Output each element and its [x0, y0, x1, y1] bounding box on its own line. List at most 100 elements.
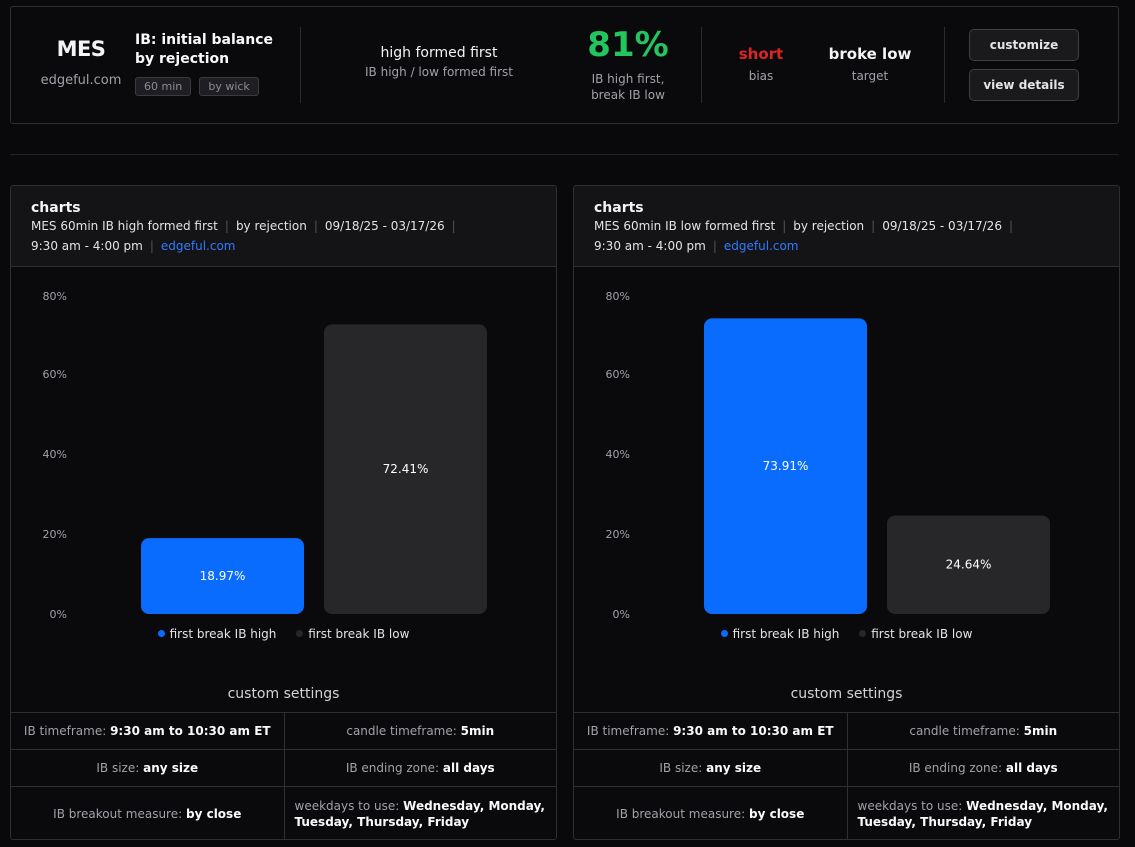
setting-ib-size: IB size: any size — [96, 761, 199, 775]
y-tick-label: 80% — [42, 290, 67, 303]
legend-label: first break IB high — [732, 627, 840, 641]
target-value: broke low — [828, 45, 912, 63]
subtitle-link[interactable]: edgeful.com — [160, 239, 236, 253]
legend-dot-icon — [859, 630, 867, 637]
bar-chart: 18.97% 72.41% — [141, 324, 487, 614]
panel-subtitle: MES 60min IB high formed first | by reject… — [31, 219, 456, 233]
setting-ending-zone: IB ending zone: all days — [283, 750, 557, 786]
bar-first-break-ib-high[interactable] — [141, 538, 304, 614]
subtitle-main: MES 60min IB high formed first — [31, 219, 218, 233]
summary-card: MES edgeful.com IB: initial balance by r… — [10, 6, 1119, 124]
bar-value-label: 18.97% — [200, 569, 246, 583]
panel-header: charts MES 60min IB low formed first | by … — [574, 186, 1119, 267]
section-divider — [10, 154, 1119, 155]
y-tick-label: 40% — [42, 448, 67, 461]
settings-row: IB size: any size IB ending zone: all da… — [574, 750, 1119, 787]
divider — [944, 27, 945, 103]
probability-block: 81% IB high first, break IB low — [561, 25, 695, 103]
bar-first-break-ib-low[interactable] — [887, 515, 1050, 614]
settings-row: IB timeframe: 9:30 am to 10:30 am ET can… — [11, 713, 556, 750]
timeframe-chip: 60 min — [135, 77, 192, 96]
y-tick-label: 60% — [605, 368, 630, 381]
setting-ib-timeframe: IB timeframe: 9:30 am to 10:30 am ET — [23, 724, 271, 738]
setting-weekdays: weekdays to use: Wednesday, Monday, Tues… — [846, 787, 1120, 839]
legend-dot-icon — [157, 630, 165, 637]
chart-panel-high-first: charts MES 60min IB high formed first | by… — [10, 185, 557, 840]
y-tick-label: 60% — [42, 368, 67, 381]
report-title-line2: by rejection — [135, 51, 230, 67]
setting-ib-timeframe: IB timeframe: 9:30 am to 10:30 am ET — [586, 724, 834, 738]
custom-settings-title: custom settings — [790, 686, 903, 702]
report-title-line1: IB: initial balance — [135, 32, 274, 48]
legend-dot-icon — [720, 630, 728, 637]
legend-item-low[interactable]: first break IB low — [296, 627, 409, 641]
symbol: MES — [56, 37, 106, 61]
setting-ending-zone: IB ending zone: all days — [846, 750, 1120, 786]
y-tick-label: 20% — [605, 528, 630, 541]
legend-item-high[interactable]: first break IB high — [157, 627, 277, 641]
y-tick-label: 40% — [605, 448, 630, 461]
subtitle-main: MES 60min IB low formed first — [594, 219, 776, 233]
bar-value-label: 24.64% — [946, 558, 992, 572]
bias-value: short — [738, 45, 784, 63]
chart-legend: first break IB high first break IB low — [574, 627, 1119, 641]
y-tick-label: 0% — [612, 608, 630, 621]
setting-ib-size: IB size: any size — [659, 761, 762, 775]
bar-first-break-ib-low[interactable] — [324, 324, 487, 614]
settings-row: IB timeframe: 9:30 am to 10:30 am ET can… — [574, 713, 1119, 750]
setting-breakout-measure: IB breakout measure: by close — [616, 807, 805, 821]
settings-grid: IB timeframe: 9:30 am to 10:30 am ET can… — [11, 712, 557, 839]
legend-label: first break IB low — [308, 627, 410, 641]
divider — [701, 27, 702, 103]
symbol-block: MES edgeful.com — [33, 37, 129, 88]
legend-item-high[interactable]: first break IB high — [720, 627, 840, 641]
scenario-title: high formed first — [380, 45, 498, 61]
chart-legend: first break IB high first break IB low — [11, 627, 556, 641]
settings-grid: IB timeframe: 9:30 am to 10:30 am ET can… — [574, 712, 1120, 839]
view-details-button[interactable]: view details — [969, 69, 1079, 101]
legend-dot-icon — [296, 630, 304, 637]
report-title-block: IB: initial balance by rejection 60 min … — [135, 31, 273, 96]
panel-subtitle-line2: 9:30 am - 4:00 pm | edgeful.com — [594, 239, 799, 253]
bias-block: short bias — [721, 45, 801, 83]
panel-subtitle: MES 60min IB low formed first | by rejecti… — [594, 219, 1013, 233]
legend-label: first break IB high — [169, 627, 277, 641]
subtitle-hours: 9:30 am - 4:00 pm — [31, 239, 143, 253]
scenario-block: high formed first IB high / low formed f… — [329, 45, 549, 79]
subtitle-by: by rejection — [793, 219, 865, 233]
panel-title: charts — [594, 200, 644, 216]
subtitle-by: by rejection — [235, 219, 307, 233]
settings-row: IB size: any size IB ending zone: all da… — [11, 750, 556, 787]
y-tick-label: 0% — [49, 608, 67, 621]
target-label: target — [851, 69, 889, 83]
settings-row: IB breakout measure: by close weekdays t… — [574, 787, 1120, 839]
divider — [300, 27, 301, 103]
probability-sub2: break IB low — [591, 88, 665, 102]
target-block: broke low target — [811, 45, 929, 83]
settings-row: IB breakout measure: by close weekdays t… — [11, 787, 557, 839]
subtitle-link[interactable]: edgeful.com — [723, 239, 799, 253]
legend-item-low[interactable]: first break IB low — [859, 627, 972, 641]
probability-sub1: IB high first, — [591, 72, 665, 86]
site-name: edgeful.com — [40, 73, 122, 88]
setting-breakout-measure: IB breakout measure: by close — [53, 807, 242, 821]
y-tick-label: 80% — [605, 290, 630, 303]
bar-chart: 73.91% 24.64% — [704, 318, 1050, 614]
setting-weekdays: weekdays to use: Wednesday, Monday, Tues… — [283, 787, 557, 839]
subtitle-dates: 09/18/25 - 03/17/26 — [882, 219, 1002, 233]
bar-first-break-ib-high[interactable] — [704, 318, 867, 614]
custom-settings-title: custom settings — [227, 686, 340, 702]
chart-panel-low-first: charts MES 60min IB low formed first | by … — [573, 185, 1120, 840]
panel-title: charts — [31, 200, 81, 216]
bias-label: bias — [748, 69, 774, 83]
bar-value-label: 72.41% — [383, 462, 429, 476]
scenario-subtitle: IB high / low formed first — [365, 65, 513, 79]
probability-value: 81% — [587, 25, 669, 65]
customize-button[interactable]: customize — [969, 29, 1079, 61]
bar-value-label: 73.91% — [763, 459, 809, 473]
measure-chip: by wick — [199, 77, 259, 96]
panel-subtitle-line2: 9:30 am - 4:00 pm | edgeful.com — [31, 239, 236, 253]
setting-candle-timeframe: candle timeframe: 5min — [846, 713, 1120, 749]
legend-label: first break IB low — [871, 627, 973, 641]
setting-candle-timeframe: candle timeframe: 5min — [283, 713, 557, 749]
